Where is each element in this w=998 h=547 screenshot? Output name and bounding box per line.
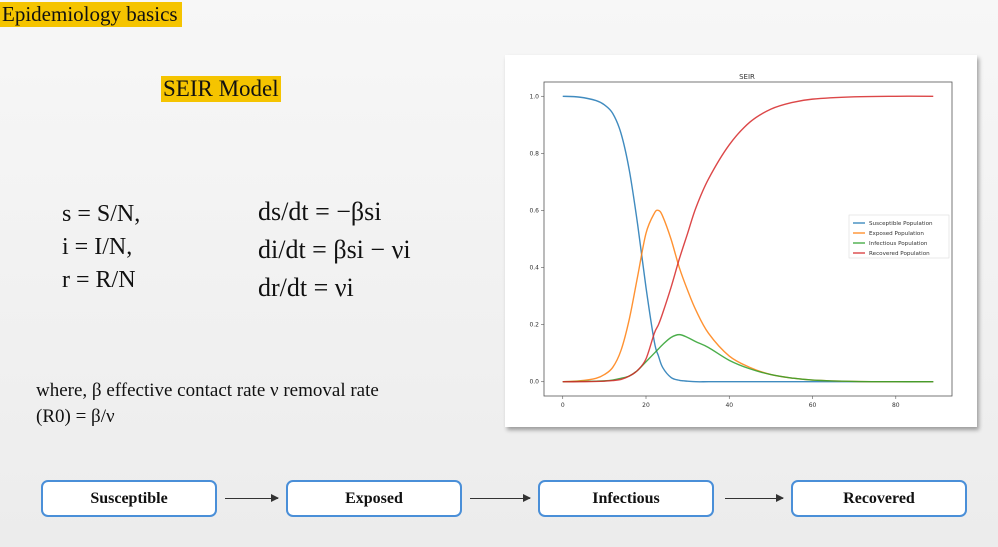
equation: dr/dt = νi — [258, 273, 354, 302]
legend-label: Susceptible Population — [869, 221, 933, 227]
legend-label: Recovered Population — [869, 251, 930, 257]
arrow-icon — [725, 494, 784, 502]
flow-infectious: Infectious — [538, 480, 714, 517]
flow-exposed: Exposed — [286, 480, 462, 517]
equations: ds/dt = −βsi di/dt = βsi − νi dr/dt = νi — [258, 193, 411, 307]
definition: r = R/N — [62, 267, 136, 293]
flow-susceptible: Susceptible — [41, 480, 217, 517]
y-tick-label: 0.8 — [529, 150, 539, 157]
y-tick-label: 1.0 — [529, 93, 539, 100]
chart-title: SEIR — [739, 73, 755, 81]
series-line-susceptible — [562, 95, 934, 383]
x-tick-label: 60 — [809, 402, 817, 409]
y-tick-label: 0.0 — [529, 379, 539, 386]
chart-svg: SEIR 0 20 40 60 80 0.0 0.2 0.4 0.6 0.8 1.0 Suscepti… — [529, 73, 953, 409]
legend-label: Exposed Population — [869, 231, 924, 237]
slide-title: Epidemiology basics — [0, 2, 182, 27]
y-tick-label: 0.6 — [529, 207, 539, 214]
series-line-recovered — [562, 95, 934, 383]
plot-frame — [543, 81, 953, 397]
x-tick-label: 0 — [561, 402, 565, 409]
legend — [848, 214, 950, 259]
definition: s = S/N, — [62, 201, 141, 227]
y-tick-label: 0.2 — [529, 322, 539, 329]
definition: i = I/N, — [62, 234, 133, 260]
legend-label: Infectious Population — [869, 241, 928, 247]
y-tick-label: 0.4 — [529, 265, 539, 272]
seir-chart: SEIR 0 20 40 60 80 0.0 0.2 0.4 0.6 0.8 1.0 Suscepti… — [505, 55, 977, 427]
x-tick-label: 80 — [892, 402, 900, 409]
x-tick-label: 20 — [642, 402, 650, 409]
arrow-icon — [470, 494, 531, 502]
parameter-description: where, β effective contact rate ν remova… — [36, 378, 379, 430]
equation: ds/dt = −βsi — [258, 197, 382, 226]
where-line: where, β effective contact rate ν remova… — [36, 380, 379, 401]
arrow-icon — [225, 494, 279, 502]
flow-recovered: Recovered — [791, 480, 967, 517]
x-tick-label: 40 — [725, 402, 733, 409]
model-heading: SEIR Model — [161, 76, 281, 102]
definitions: s = S/N, i = I/N, r = R/N — [62, 198, 140, 297]
equation: di/dt = βsi − νi — [258, 235, 411, 264]
r0-line: (R0) = β/ν — [36, 406, 115, 427]
